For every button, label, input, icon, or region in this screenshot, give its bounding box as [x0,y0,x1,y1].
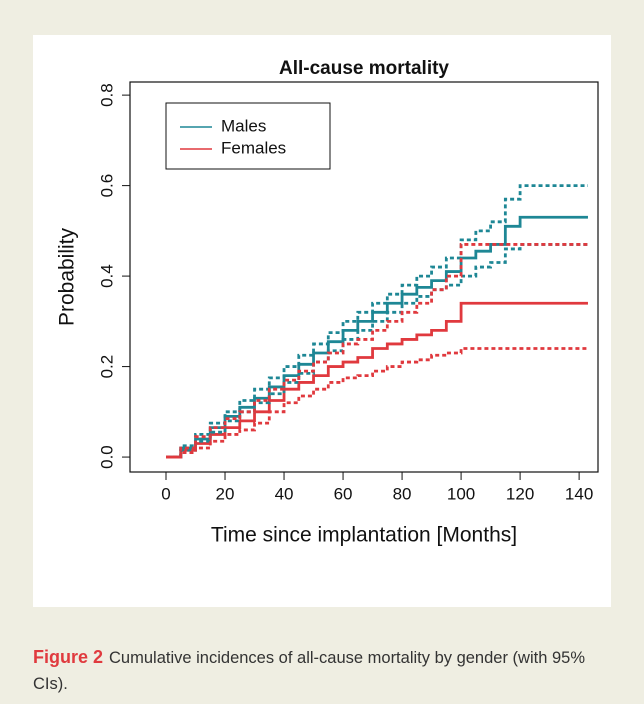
ci-line [166,184,588,459]
x-axis-label: Time since implantation [Months] [211,524,517,547]
x-tick-label: 140 [565,484,593,503]
x-tick-label: 0 [161,484,170,503]
plot-frame [129,81,599,473]
caption-label: Figure 2 [33,647,104,667]
caption: Figure 2 Cumulative incidences of all-cau… [33,644,613,697]
x-tick-label: 80 [393,484,412,503]
y-tick-label: 0.0 [97,445,116,469]
legend-label: Females [221,138,286,157]
legend-label: Males [221,116,266,135]
y-tick-label: 0.6 [97,174,116,198]
y-axis-label: Probability [56,227,79,326]
ci-line [166,347,588,459]
legend-box [165,102,331,170]
y-tick-label: 0.4 [97,264,116,288]
series-line [166,301,588,459]
x-tick-label: 100 [447,484,475,503]
chart-title: All-cause mortality [279,58,449,79]
x-tick-label: 60 [334,484,353,503]
caption-text: Cumulative incidences of all-cause morta… [33,649,585,693]
y-tick-label: 0.2 [97,355,116,379]
y-tick-label: 0.8 [97,83,116,107]
ci-line [166,243,588,459]
ci-line [166,243,588,459]
x-tick-label: 120 [506,484,534,503]
x-tick-label: 20 [216,484,235,503]
x-tick-label: 40 [275,484,294,503]
